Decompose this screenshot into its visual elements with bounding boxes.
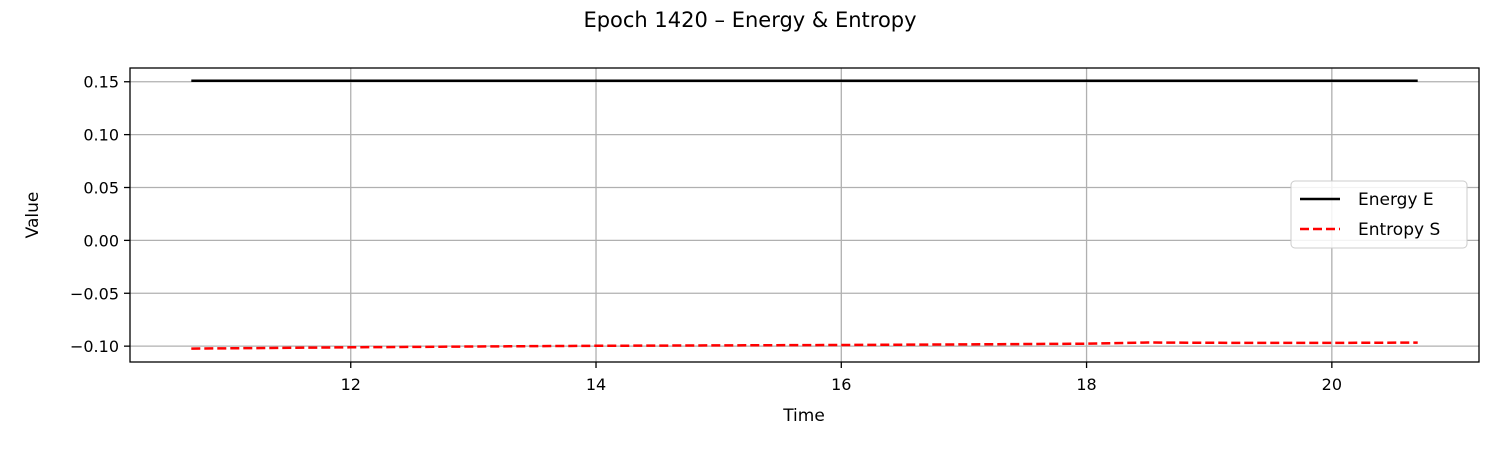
chart-title: Epoch 1420 – Energy & Entropy bbox=[583, 8, 916, 32]
x-tick-label: 20 bbox=[1322, 375, 1342, 394]
legend-label: Energy E bbox=[1358, 190, 1434, 210]
y-tick-label: 0.05 bbox=[83, 179, 119, 198]
y-tick-label: −0.05 bbox=[70, 284, 119, 303]
x-axis-label: Time bbox=[782, 406, 825, 426]
y-tick-label: 0.15 bbox=[83, 73, 119, 92]
y-tick-label: 0.10 bbox=[83, 126, 119, 145]
plot-frame bbox=[129, 67, 1480, 363]
legend-label: Entropy S bbox=[1358, 220, 1440, 240]
x-tick-label: 16 bbox=[831, 375, 851, 394]
grid bbox=[130, 68, 1479, 362]
y-tick-label: 0.00 bbox=[83, 231, 119, 250]
x-tick-label: 18 bbox=[1076, 375, 1096, 394]
y-tick-label: −0.10 bbox=[70, 337, 119, 356]
axis-ticks: 12 14 16 18 20 0.15 0.10 0.05 0.00 −0.05 −0.10 bbox=[70, 73, 1342, 394]
series-line-entropy-s bbox=[191, 341, 1418, 350]
x-tick-label: 14 bbox=[586, 375, 606, 394]
legend: Energy E Entropy S bbox=[1290, 180, 1468, 249]
y-axis-label: Value bbox=[23, 192, 43, 239]
x-tick-label: 12 bbox=[341, 375, 361, 394]
series-layer bbox=[191, 79, 1418, 350]
